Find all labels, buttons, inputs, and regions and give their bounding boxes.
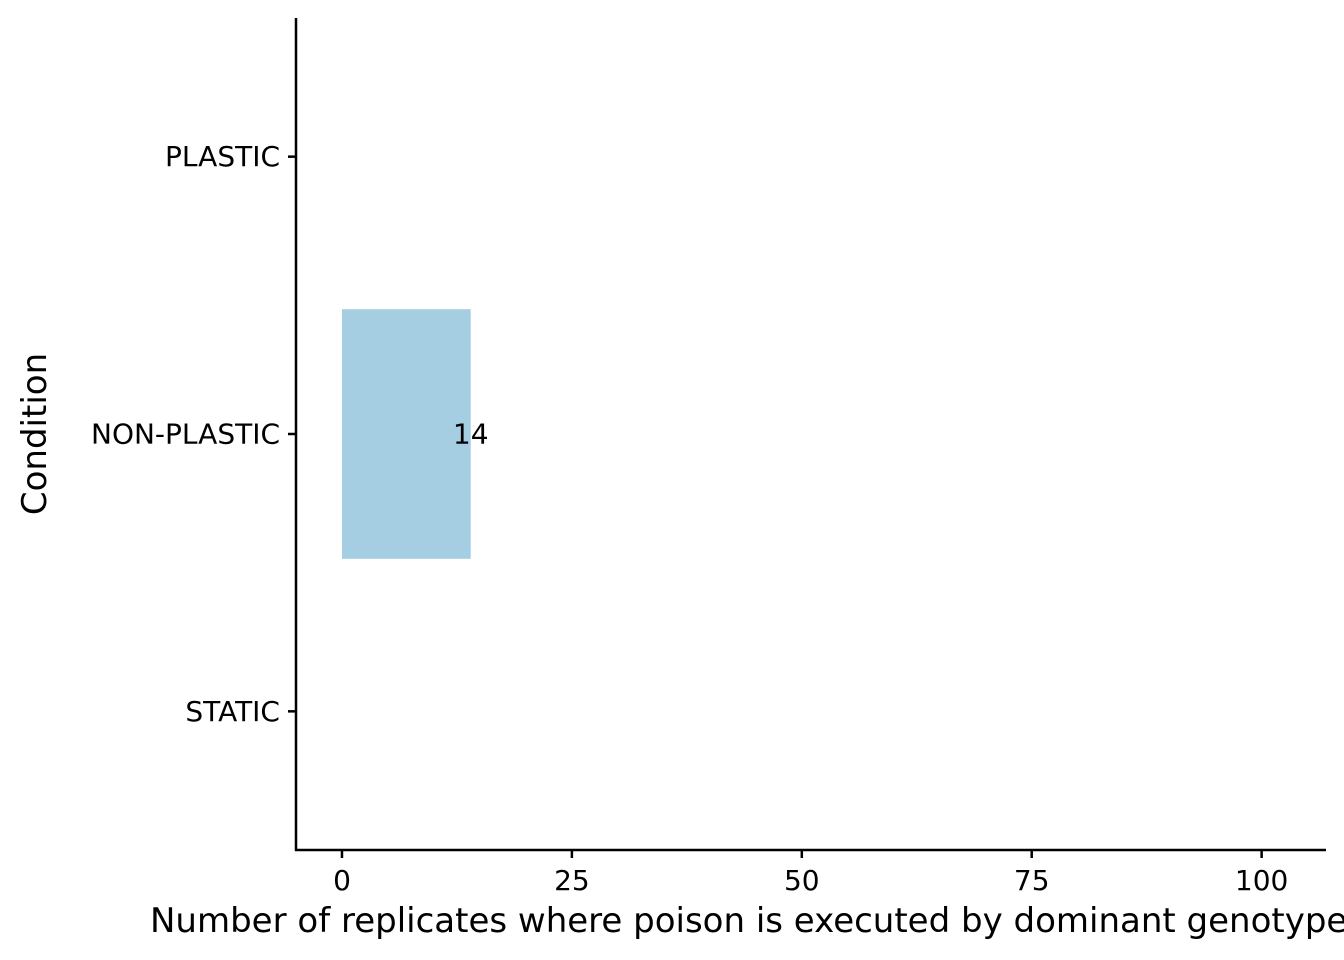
- x-tick-label: 0: [333, 864, 351, 897]
- data-labels-group: 14: [453, 418, 489, 451]
- y-tick-label: NON-PLASTIC: [91, 418, 280, 451]
- x-tick-label: 100: [1235, 864, 1288, 897]
- x-tick-label: 25: [554, 864, 590, 897]
- y-tick-label: PLASTIC: [165, 140, 280, 173]
- y-axis-title: Condition: [15, 353, 55, 515]
- x-tick-label: 75: [1014, 864, 1050, 897]
- bar-non-plastic: [341, 309, 471, 559]
- data-label-non-plastic: 14: [453, 418, 489, 451]
- x-axis-title: Number of replicates where poison is exe…: [150, 901, 1344, 941]
- bars-group: [341, 309, 471, 559]
- x-axis-ticks: 0 25 50 75 100: [333, 850, 1288, 897]
- y-tick-label: STATIC: [185, 695, 280, 728]
- x-tick-label: 50: [784, 864, 820, 897]
- y-axis-ticks: PLASTIC NON-PLASTIC STATIC: [91, 140, 296, 728]
